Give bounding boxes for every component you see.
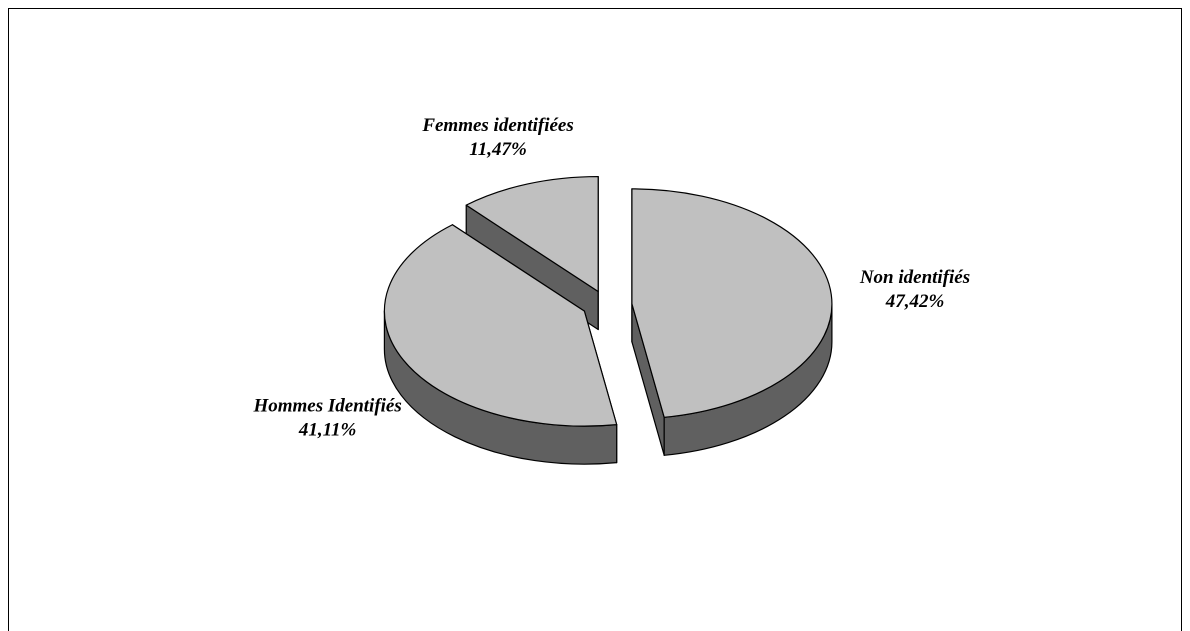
slice-label: Non identifiés (859, 267, 970, 288)
slice (631, 188, 833, 418)
frame (8, 8, 1182, 631)
slice-value-label: 47,42% (885, 291, 945, 312)
slice-label: Femmes identifiées (421, 115, 573, 136)
slice (465, 175, 599, 293)
slice-value-label: 41,11% (298, 419, 357, 440)
slice (383, 224, 618, 427)
slice-value-label: 11,47% (469, 139, 527, 160)
slice-label: Hommes Identifiés (252, 395, 401, 416)
